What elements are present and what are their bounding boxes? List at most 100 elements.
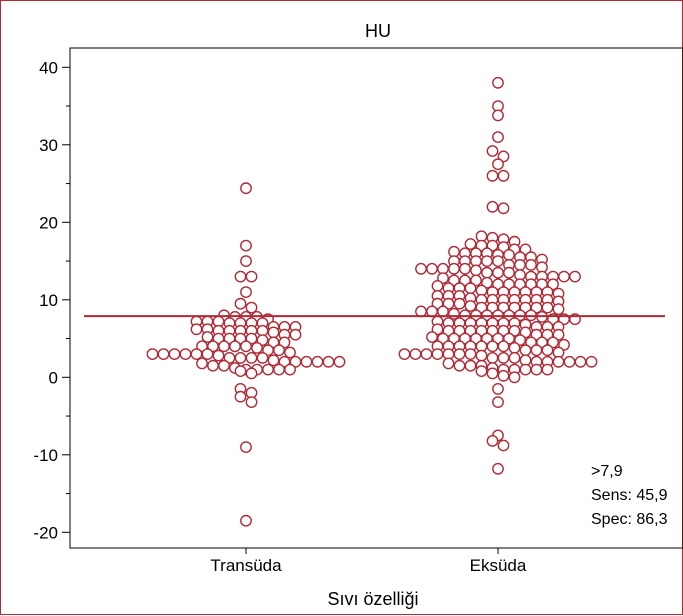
data-point — [157, 348, 170, 360]
y-tick-label: -10 — [33, 446, 58, 465]
data-point — [492, 158, 504, 171]
data-point — [508, 341, 521, 354]
data-point — [245, 367, 258, 380]
data-point — [333, 355, 346, 368]
data-point — [497, 150, 510, 163]
data-point — [420, 348, 433, 360]
data-point — [234, 365, 247, 377]
data-point — [426, 262, 438, 275]
data-point — [541, 363, 554, 376]
data-point — [218, 359, 230, 372]
data-point — [481, 266, 493, 279]
data-point — [464, 348, 477, 360]
data-point — [409, 348, 422, 360]
x-tick-label: Eksüda — [470, 556, 527, 575]
data-point — [486, 367, 499, 380]
y-tick-label: 40 — [39, 58, 58, 77]
data-point — [585, 355, 598, 368]
data-point — [240, 514, 252, 527]
data-point — [486, 434, 499, 447]
data-point — [196, 357, 208, 370]
data-point — [503, 248, 515, 261]
y-tick-label: -20 — [33, 523, 58, 542]
y-axis: -20 -10 0 10 20 30 40 — [33, 58, 70, 542]
annotation-text: Spec: 86,3 — [591, 511, 668, 528]
data-point — [322, 355, 335, 368]
data-point — [464, 300, 477, 312]
data-point — [300, 355, 313, 368]
plot-area — [69, 47, 683, 549]
data-point — [514, 258, 526, 271]
data-point — [212, 349, 225, 362]
data-point — [240, 340, 252, 353]
data-point — [262, 363, 274, 376]
data-point — [229, 340, 241, 353]
data-point — [273, 363, 285, 376]
data-points — [146, 76, 598, 527]
data-point — [497, 241, 510, 254]
data-point — [179, 348, 192, 360]
data-point — [492, 76, 504, 89]
data-point — [168, 348, 181, 360]
data-point — [464, 359, 477, 372]
data-point — [190, 348, 203, 360]
data-point — [459, 262, 471, 275]
annotations: >7,9 Sens: 45,9 Spec: 86,3 — [591, 463, 668, 528]
annotation-text: >7,9 — [591, 463, 623, 480]
data-point — [492, 255, 504, 268]
data-point — [470, 274, 482, 287]
data-point — [486, 351, 499, 364]
data-point — [415, 305, 427, 318]
data-point — [514, 334, 526, 346]
data-point — [486, 169, 499, 182]
data-point — [273, 344, 285, 357]
data-point — [519, 363, 532, 376]
data-point — [190, 323, 203, 336]
data-point — [563, 355, 576, 368]
data-point — [234, 390, 247, 403]
data-point — [234, 297, 247, 310]
data-point — [240, 255, 252, 268]
data-point — [492, 462, 504, 475]
data-point — [431, 279, 444, 292]
data-point — [508, 371, 521, 384]
data-point — [530, 363, 543, 376]
x-tick-label: Transüda — [210, 556, 282, 575]
data-point — [519, 243, 532, 256]
data-point — [278, 336, 291, 349]
data-point — [541, 344, 554, 357]
y-tick-label: 30 — [39, 136, 58, 155]
data-point — [284, 346, 296, 359]
data-point — [240, 239, 252, 252]
data-point — [492, 109, 504, 122]
data-point — [240, 441, 252, 453]
data-point — [486, 340, 499, 353]
data-point — [201, 331, 214, 343]
data-point — [207, 359, 219, 372]
data-point — [497, 340, 510, 353]
data-point — [547, 336, 559, 349]
annotation-text: Sens: 45,9 — [591, 487, 668, 504]
data-point — [245, 270, 258, 283]
data-point — [508, 351, 521, 364]
data-point — [558, 270, 570, 283]
data-point — [475, 365, 488, 377]
data-point — [415, 262, 427, 275]
data-point — [442, 357, 455, 370]
data-point — [426, 331, 438, 343]
data-point — [569, 270, 581, 283]
data-point — [552, 303, 565, 315]
data-point — [541, 301, 554, 314]
data-point — [289, 328, 302, 341]
data-point — [437, 272, 449, 284]
data-point — [453, 297, 466, 310]
data-point — [245, 396, 258, 408]
data-point — [245, 351, 258, 364]
data-point — [492, 266, 504, 279]
data-point — [552, 355, 565, 368]
data-point — [530, 344, 543, 357]
data-point — [519, 344, 532, 357]
data-point — [256, 334, 269, 346]
